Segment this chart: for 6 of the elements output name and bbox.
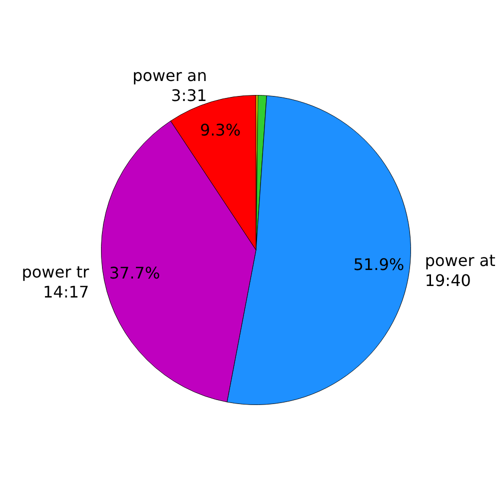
slice-label: power tr 14:17 [22, 262, 90, 302]
data-label: 51.9% [353, 255, 404, 274]
data-label: 9.3% [200, 120, 241, 140]
slice-label: power at 19:40 [424, 251, 496, 290]
data-label: 37.7% [109, 264, 160, 282]
slice-label: power an 3:31 [132, 66, 207, 106]
